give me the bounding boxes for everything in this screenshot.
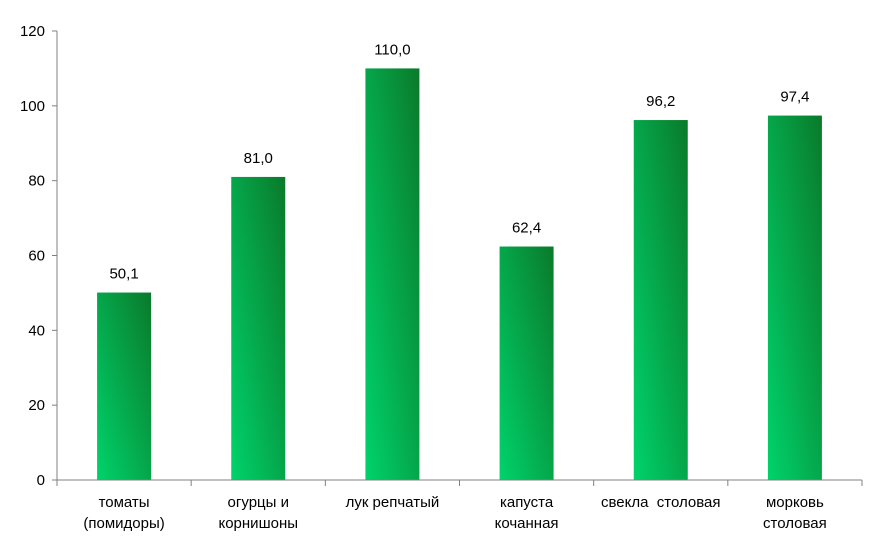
category-label: корнишоны	[218, 515, 298, 532]
bar	[633, 120, 688, 480]
category-label: морковь	[766, 494, 824, 511]
y-tick-label: 40	[28, 322, 45, 339]
bar	[365, 68, 420, 481]
category-label: лук репчатый	[346, 494, 440, 511]
bar	[231, 176, 286, 481]
category-label: капуста	[500, 494, 554, 511]
y-tick-label: 100	[20, 98, 45, 115]
data-label: 81,0	[244, 150, 273, 167]
y-tick-label: 60	[28, 248, 45, 265]
data-label: 50,1	[109, 266, 138, 283]
bar	[499, 246, 554, 480]
category-label: столовая	[763, 515, 827, 532]
y-tick-label: 20	[28, 397, 45, 414]
labels-group: 0 20 40 60 80 100 120 50,1 томаты (помидоры) 81,0 о…	[20, 23, 827, 532]
data-label: 110,0	[374, 41, 410, 58]
bars-group	[97, 68, 822, 481]
category-label: (помидоры)	[83, 515, 164, 532]
bar	[767, 115, 822, 480]
category-label: свекла столовая	[601, 494, 721, 511]
y-tick-label: 80	[28, 173, 45, 190]
category-label: кочанная	[495, 515, 559, 532]
y-tick-label: 120	[20, 23, 45, 40]
y-tick-label: 0	[37, 472, 45, 489]
data-label: 62,4	[512, 220, 541, 237]
category-label: огурцы и	[228, 494, 289, 511]
data-label: 96,2	[646, 93, 675, 110]
axes-group	[52, 30, 863, 486]
bar	[97, 292, 152, 480]
category-label: томаты	[99, 494, 150, 511]
data-label: 97,4	[780, 89, 809, 106]
